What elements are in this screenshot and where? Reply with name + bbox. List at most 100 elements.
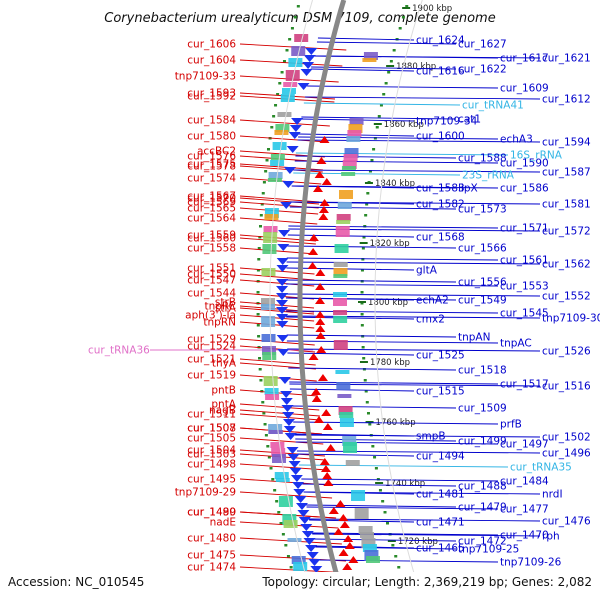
composition-block-outer (270, 154, 285, 160)
scale-dot-outer (289, 566, 293, 569)
scale-dot-inner (371, 445, 375, 448)
leader-line-right (291, 185, 499, 189)
gene-label-cur-1561: cur_1561 (500, 255, 549, 267)
gene-label-tnprn: tnpRN (203, 317, 236, 329)
leader-line-right (286, 316, 415, 320)
gene-label-cur-1547: cur_1547 (187, 275, 236, 287)
scale-dot-outer (285, 49, 289, 52)
scale-dot-outer (277, 511, 281, 514)
leader-line-right (288, 367, 457, 371)
scale-tick-label: 1800 kbp (368, 298, 408, 308)
leader-line-right (289, 381, 499, 385)
scale-dot-outer (290, 27, 294, 30)
gene-label-cur-1562: cur_1562 (542, 259, 591, 271)
composition-block-inner (333, 298, 348, 306)
gene-label-cur-1526: cur_1526 (542, 346, 591, 358)
leader-line-left (239, 234, 317, 242)
scale-dot-inner (391, 544, 395, 547)
gene-label-cur-1529: cur_1529 (187, 334, 236, 346)
reverse-gene-arrow (303, 55, 316, 62)
scale-dot-inner (366, 192, 370, 195)
scale-dot-outer (259, 379, 263, 382)
reverse-gene-arrow (277, 349, 290, 356)
scale-dot-inner (376, 478, 380, 481)
reverse-gene-arrow (276, 293, 289, 300)
composition-block-inner (333, 268, 348, 276)
leader-line-left (239, 267, 315, 275)
leader-line-right (308, 518, 541, 522)
reverse-gene-arrow (291, 118, 304, 125)
composition-block-outer (261, 316, 276, 327)
composition-block-inner (349, 118, 364, 125)
reverse-gene-arrow (286, 146, 299, 153)
reverse-gene-arrow (277, 244, 290, 251)
composition-block-inner (361, 538, 376, 548)
scale-tick-label: 1740 kbp (385, 479, 425, 489)
composition-block-inner (338, 406, 353, 415)
composition-block-outer (268, 424, 283, 434)
scale-dot-outer (258, 236, 262, 239)
scale-dot-outer (293, 16, 297, 19)
composition-block-outer (263, 232, 278, 243)
gene-label-cur-1568: cur_1568 (416, 232, 465, 244)
gene-label-nade: nadE (210, 517, 236, 529)
gene-label-lipx: lipX (458, 183, 478, 195)
reverse-gene-arrow (280, 202, 293, 209)
leader-line-right (306, 506, 499, 510)
leader-line-rna (299, 464, 509, 468)
gene-label-cur-1616: cur_1616 (416, 66, 465, 78)
gene-label-cur-1521: cur_1521 (187, 354, 236, 366)
scale-dot-outer (262, 412, 266, 415)
scale-dot-inner (401, 16, 405, 19)
gene-label-cur-1480: cur_1480 (187, 533, 236, 545)
composition-block-outer (270, 442, 285, 448)
scale-tick-bg (394, 59, 437, 70)
gene-label-tnp7109-26: tnp7109-26 (500, 557, 562, 569)
leader-line-right (304, 96, 541, 100)
leader-line-right (295, 441, 499, 445)
gene-label-cur-1624: cur_1624 (416, 35, 465, 47)
scale-dot-inner (368, 423, 372, 426)
scale-tick-bg (410, 1, 453, 12)
forward-gene-arrow (323, 479, 334, 486)
scale-dot-inner (366, 412, 370, 415)
gene-label-cur-1590: cur_1590 (500, 158, 549, 170)
composition-block-outer (261, 298, 276, 306)
composition-block-outer (268, 430, 283, 434)
forward-gene-arrow (318, 213, 329, 220)
leader-line-rna (303, 102, 461, 106)
gene-label-cur-1583: cur_1583 (416, 183, 465, 195)
scale-dot-outer (256, 269, 260, 272)
composition-block-outer (287, 538, 302, 542)
scale-dot-outer (272, 115, 276, 118)
gene-label-cur-1600: cur_1600 (416, 131, 465, 143)
gene-label-cur-1588: cur_1588 (458, 153, 507, 165)
scale-tick-bg (367, 236, 410, 247)
composition-block-inner (342, 436, 357, 446)
scale-dot-inner (363, 379, 367, 382)
leader-line-right (291, 405, 457, 409)
scale-tick-bg (395, 534, 438, 545)
scale-dot-outer (258, 357, 262, 360)
reverse-gene-arrow (292, 482, 305, 489)
leader-line-right (294, 433, 415, 437)
composition-block-outer (283, 82, 298, 87)
forward-gene-arrow (314, 416, 325, 423)
composition-block-outer (291, 556, 306, 564)
reverse-gene-arrow (280, 391, 293, 398)
forward-gene-arrow (344, 542, 355, 549)
composition-block-outer (283, 520, 298, 528)
scale-dot-outer (256, 324, 260, 327)
gene-label-cur-1474: cur_1474 (187, 562, 236, 574)
reverse-gene-arrow (294, 496, 307, 503)
leader-line-right (287, 352, 415, 356)
forward-gene-arrow (316, 346, 327, 353)
gene-label-cur-1495: cur_1495 (187, 474, 236, 486)
gene-label-cur-1586: cur_1586 (500, 183, 549, 195)
forward-gene-arrow (307, 262, 318, 269)
forward-gene-arrow (343, 535, 354, 542)
gene-label-cat1: cat1 (458, 114, 481, 126)
forward-gene-arrow (311, 388, 322, 395)
scale-dot-inner (372, 148, 376, 151)
composition-block-inner (346, 136, 361, 142)
